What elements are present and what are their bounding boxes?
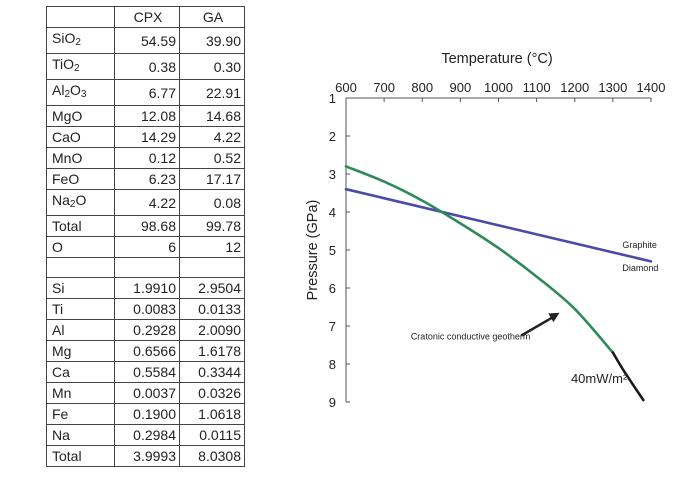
series-line xyxy=(344,165,615,354)
y-tick-label: 9 xyxy=(329,395,336,410)
cpx-cell: 6.23 xyxy=(114,168,180,190)
ga-cell: 0.0115 xyxy=(179,424,245,446)
y-tick-label: 5 xyxy=(329,243,336,258)
row-label: Total xyxy=(46,445,115,467)
x-tick-label: 1100 xyxy=(523,80,551,95)
cpx-cell: 6.77 xyxy=(114,79,180,106)
x-tick-label: 1300 xyxy=(598,80,627,95)
oxide-row: SiO2 54.59 39.90 xyxy=(46,27,245,54)
ga-cell: 1.6178 xyxy=(179,340,245,362)
annotation-arrow-shaft xyxy=(520,314,557,337)
table-header-row: CPX GA xyxy=(46,6,245,28)
series-line xyxy=(344,187,653,263)
cation-row: Al 0.2928 2.0090 xyxy=(46,319,245,341)
cation-row: Total 3.9993 8.0308 xyxy=(46,445,245,467)
annotation-label: Graphite xyxy=(622,240,657,250)
y-axis-title: Pressure (GPa) xyxy=(305,200,321,301)
annotation-label: Cratonic conductive geotherm xyxy=(411,331,531,341)
series-line xyxy=(611,351,645,402)
ga-cell: 22.91 xyxy=(179,79,245,106)
ga-cell: 2.0090 xyxy=(179,319,245,341)
annotation-label: 40mW/m² xyxy=(571,371,628,386)
oxide-row: Al2O3 6.77 22.91 xyxy=(46,79,245,106)
y-tick-label: 2 xyxy=(329,129,336,144)
ga-cell: 2.9504 xyxy=(179,277,245,299)
row-label: SiO2 xyxy=(46,27,115,54)
row-label: TiO2 xyxy=(46,53,115,80)
annotation-label: Diamond xyxy=(622,263,658,273)
y-tick-label: 6 xyxy=(329,281,336,296)
x-tick-label: 1400 xyxy=(637,80,666,95)
table-body: CPX GA SiO2 54.59 39.90 TiO2 0.38 0.30 Al2O3 6.77… xyxy=(46,6,245,467)
x-tick-label: 600 xyxy=(335,80,357,95)
oxide-row: O 6 12 xyxy=(46,236,245,258)
ga-cell: 0.08 xyxy=(179,189,245,216)
y-tick-label: 1 xyxy=(329,91,336,106)
x-tick-label: 1200 xyxy=(560,80,589,95)
cpx-cell: 12.08 xyxy=(114,105,180,127)
row-label: Mg xyxy=(46,340,115,362)
row-label: Na xyxy=(46,424,115,446)
cpx-cell: 0.5584 xyxy=(114,361,180,383)
y-tick-label: 7 xyxy=(329,319,336,334)
cpx-cell: 3.9993 xyxy=(114,445,180,467)
x-tick-label: 1000 xyxy=(484,80,513,95)
row-label: Na2O xyxy=(46,189,115,216)
cpx-cell: 0.2984 xyxy=(114,424,180,446)
row-label: MnO xyxy=(46,147,115,169)
row-label: MgO xyxy=(46,105,115,127)
annotation-arrow-head xyxy=(548,312,560,323)
y-tick-label: 4 xyxy=(329,205,336,220)
oxide-row: MnO 0.12 0.52 xyxy=(46,147,245,169)
x-axis-title: Temperature (°C) xyxy=(441,51,552,67)
ga-cell: 0.0133 xyxy=(179,298,245,320)
oxide-row: MgO 12.08 14.68 xyxy=(46,105,245,127)
composition-table: CPX GA SiO2 54.59 39.90 TiO2 0.38 0.30 Al2O3 6.77… xyxy=(46,6,245,467)
y-tick-label: 8 xyxy=(329,357,336,372)
cation-row: Mg 0.6566 1.6178 xyxy=(46,340,245,362)
x-tick-label: 700 xyxy=(373,80,395,95)
ga-cell: 12 xyxy=(179,236,245,258)
x-tick-label: 800 xyxy=(411,80,433,95)
x-tick-label: 900 xyxy=(450,80,472,95)
oxide-row: FeO 6.23 17.17 xyxy=(46,168,245,190)
cation-row: Na 0.2984 0.0115 xyxy=(46,424,245,446)
ga-cell: 8.0308 xyxy=(179,445,245,467)
ga-cell: 39.90 xyxy=(179,27,245,54)
y-tick-label: 3 xyxy=(329,167,336,182)
cpx-cell: 54.59 xyxy=(114,27,180,54)
ga-cell: 0.30 xyxy=(179,53,245,80)
spacer-row xyxy=(46,257,245,278)
